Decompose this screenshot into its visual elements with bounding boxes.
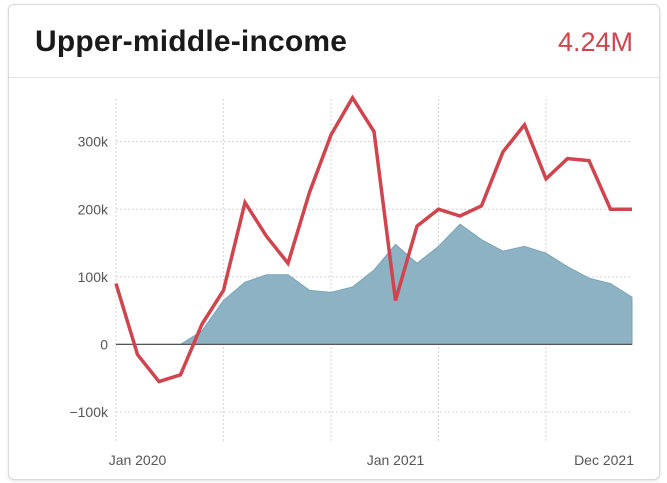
- x-tick-label: Jan 2021: [367, 452, 425, 468]
- y-tick-label: 0: [100, 336, 108, 352]
- x-tick-label: Jan 2020: [109, 452, 167, 468]
- chart-title: Upper-middle-income: [35, 25, 348, 58]
- chart-card: Upper-middle-income 4.24M −100k 0 100k 200k…: [8, 4, 660, 480]
- y-tick-label: 300k: [78, 134, 109, 150]
- total-value: 4.24M: [557, 27, 633, 57]
- y-tick-label: 100k: [78, 269, 109, 285]
- x-tick-label: Dec 2021: [574, 452, 634, 468]
- card-header: Upper-middle-income 4.24M: [9, 5, 659, 78]
- line-series: [114, 94, 632, 384]
- y-tick-label: 200k: [78, 201, 109, 217]
- line-area-chart: −100k 0 100k 200k 300k Jan 2020 Jan 2021 Dec 20…: [69, 94, 634, 468]
- y-tick-label: −100k: [69, 404, 109, 420]
- area-series: [116, 223, 633, 345]
